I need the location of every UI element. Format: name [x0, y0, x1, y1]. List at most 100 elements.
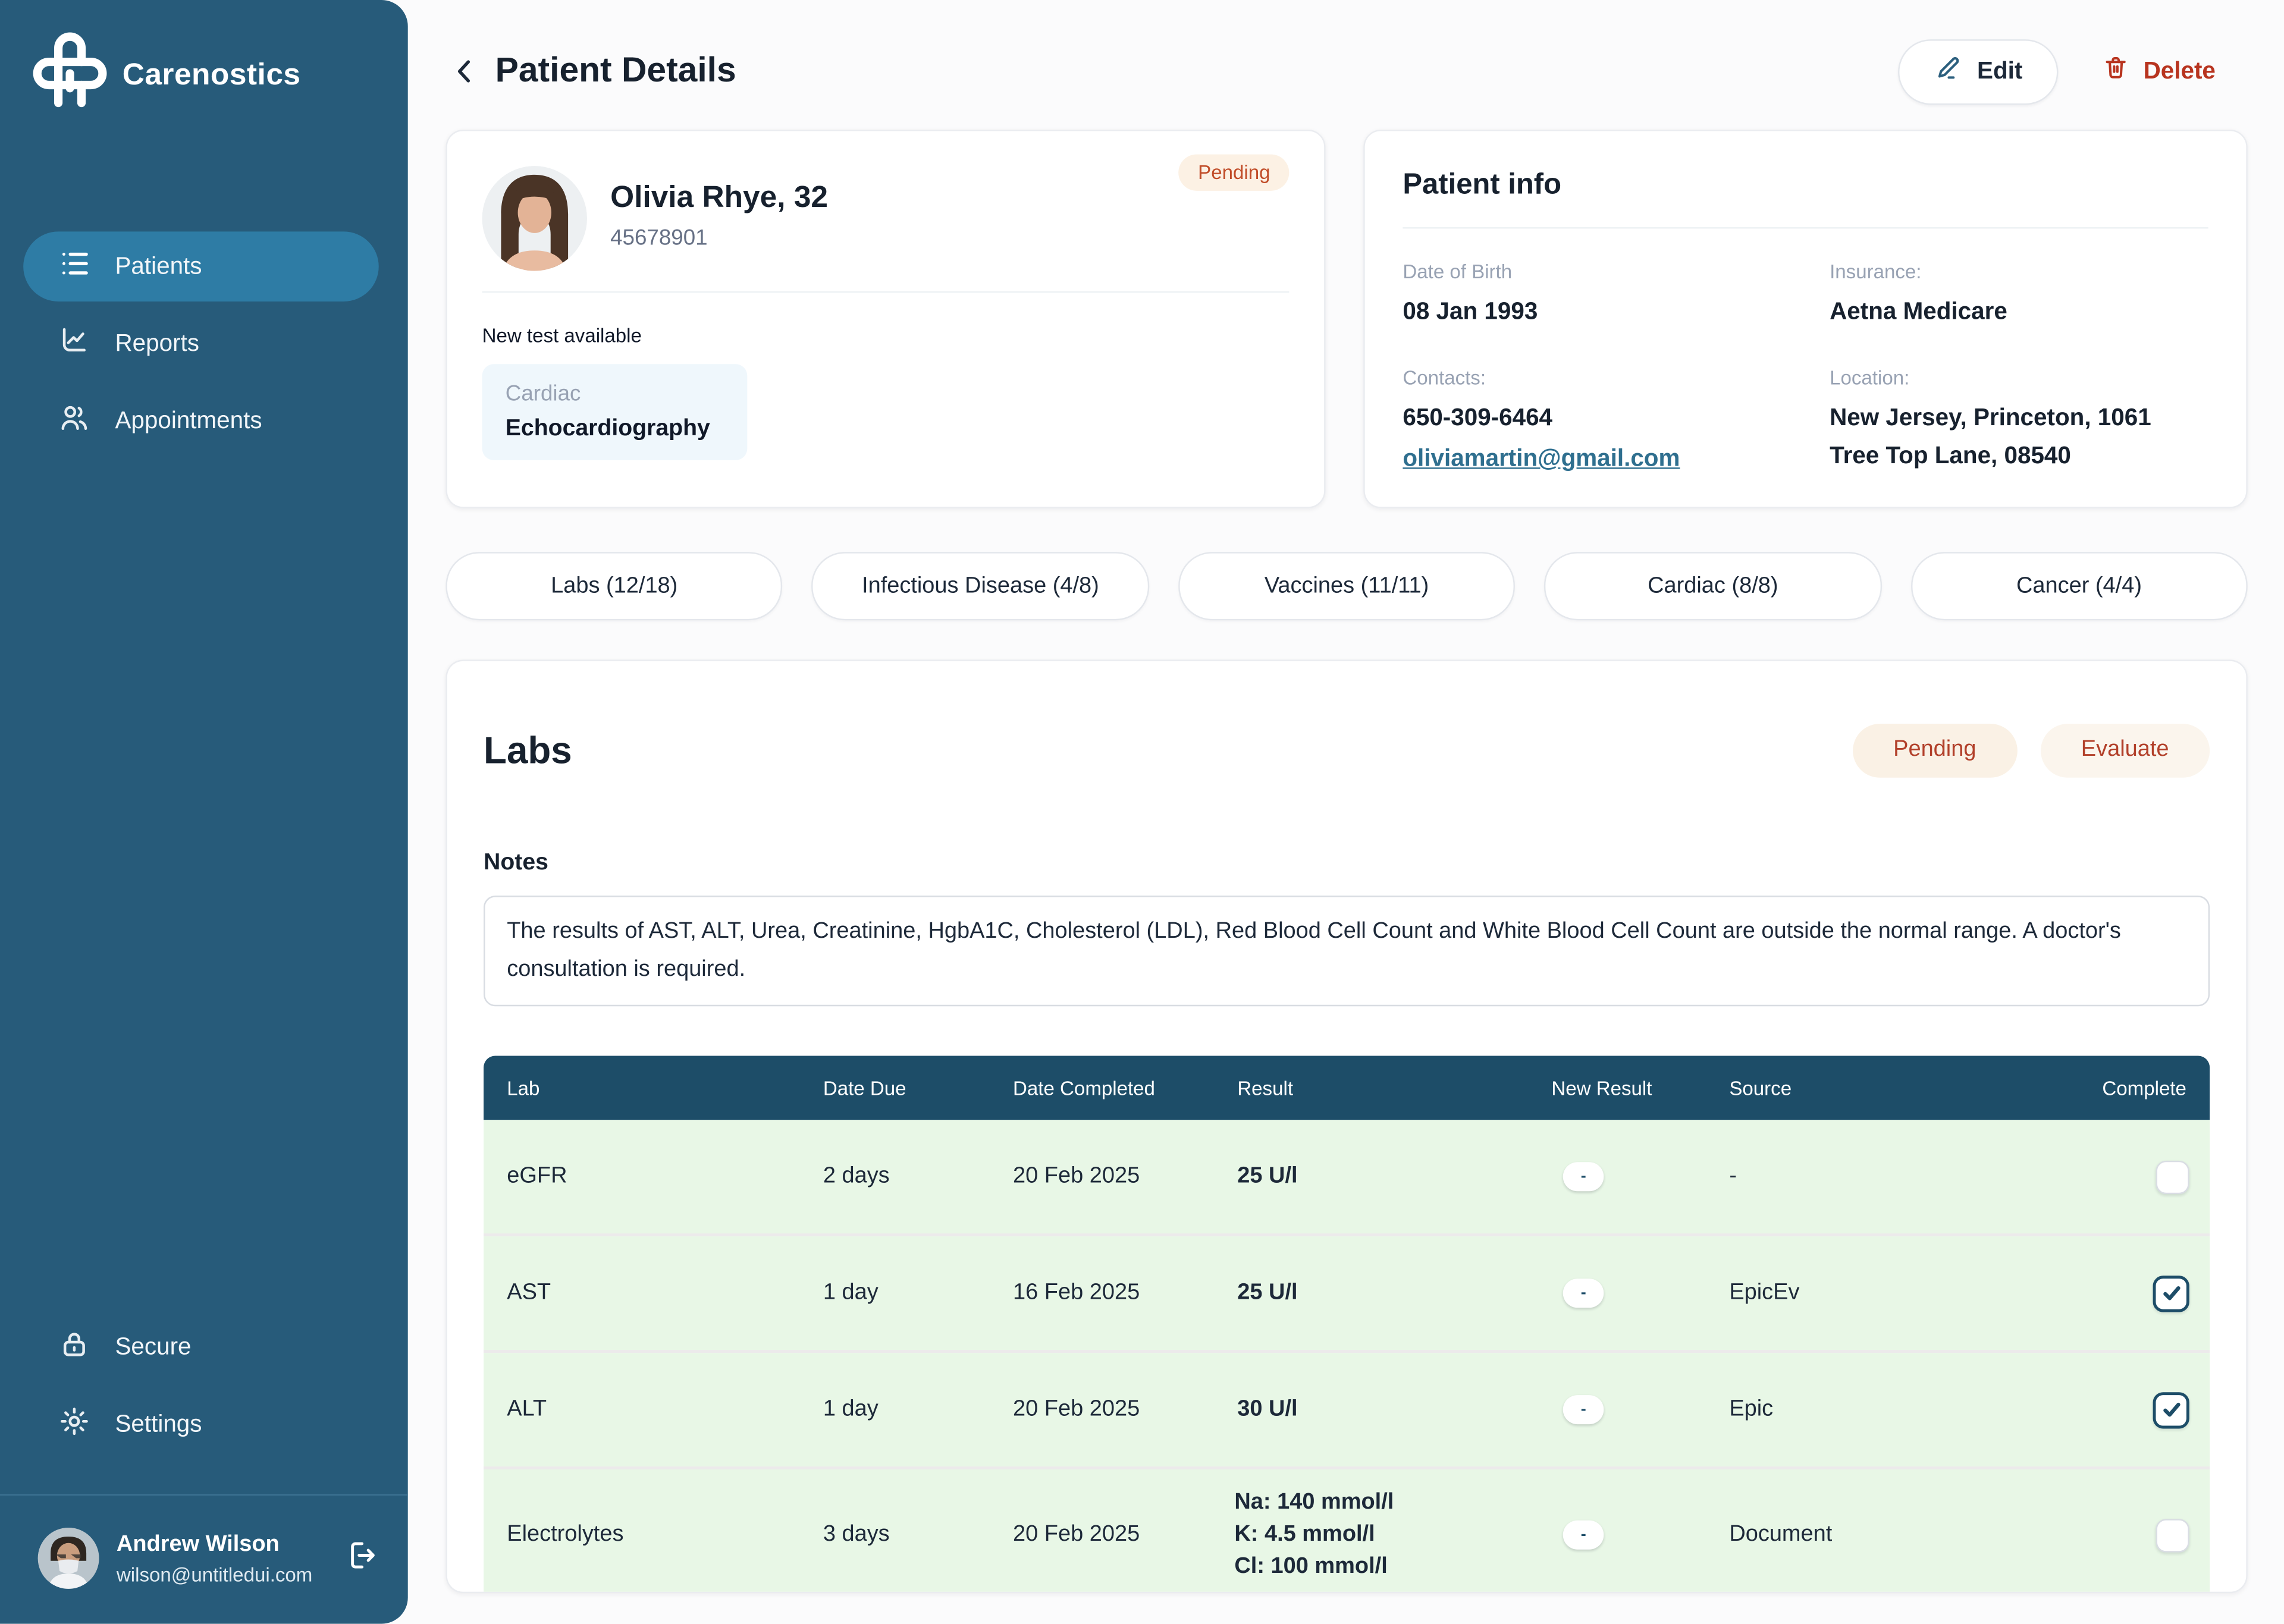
date-due: 1 day [823, 1396, 879, 1422]
date-due: 2 days [823, 1164, 890, 1189]
user-profile[interactable]: Andrew Wilson wilson@untitledui.com [0, 1496, 408, 1624]
gear-icon [58, 1405, 90, 1444]
labs-actions: Pending Evaluate [1852, 723, 2210, 777]
lab-name: Electrolytes [507, 1522, 624, 1547]
dob-value: 08 Jan 1993 [1403, 299, 1538, 325]
tab-label: Labs (12/18) [551, 573, 678, 598]
sidebar-item-reports[interactable]: Reports [23, 309, 379, 379]
table-row: AST 1 day 16 Feb 2025 25 U/l - EpicEv [484, 1236, 2210, 1353]
date-completed: 20 Feb 2025 [1013, 1396, 1140, 1422]
result: 25 U/l [1234, 1161, 1548, 1193]
new-result-button[interactable]: - [1563, 1395, 1604, 1425]
insurance-label: Insurance: [1830, 260, 1922, 283]
sidebar-divider [0, 1494, 408, 1496]
tab-labs[interactable]: Labs (12/18) [445, 552, 783, 621]
page-title: Patient Details [495, 51, 736, 90]
chart-icon [58, 324, 90, 363]
carenostics-logo-icon [32, 29, 108, 121]
trash-icon [2103, 54, 2131, 89]
sidebar: Carenostics Patients [0, 0, 408, 1624]
lab-name: AST [507, 1280, 551, 1305]
location-value-line1: New Jersey, Princeton, 1061 [1830, 404, 2151, 431]
sidebar-item-label: Reports [115, 329, 199, 356]
field-dob: Date of Birth 08 Jan 1993 [1403, 260, 1830, 329]
sidebar-item-secure[interactable]: Secure [23, 1312, 379, 1383]
evaluate-button[interactable]: Evaluate [2040, 723, 2210, 777]
tab-infectious-disease[interactable]: Infectious Disease (4/8) [812, 552, 1149, 621]
labs-table: Lab Date Due Date Completed Result New R… [484, 1056, 2210, 1592]
location-label: Location: [1830, 367, 1910, 389]
col-new-result: New Result [1551, 1077, 1652, 1100]
tab-label: Vaccines (11/11) [1264, 573, 1429, 598]
insurance-value: Aetna Medicare [1830, 299, 2007, 325]
patient-id: 45678901 [610, 225, 708, 251]
col-lab: Lab [507, 1077, 540, 1100]
new-result-cell: - [1549, 1521, 1727, 1550]
tab-label: Cardiac (8/8) [1648, 573, 1778, 598]
pen-icon [1935, 54, 1963, 89]
complete-cell [2150, 1275, 2210, 1312]
patient-info-grid: Date of Birth 08 Jan 1993 Insurance: Aet… [1403, 260, 2208, 473]
patient-info-title: Patient info [1403, 169, 1562, 201]
result-line: 25 U/l [1237, 1164, 1298, 1189]
users-icon [58, 401, 90, 441]
card-divider [482, 291, 1290, 293]
dob-label: Date of Birth [1403, 260, 1513, 283]
result: 25 U/l [1234, 1277, 1548, 1309]
email-link[interactable]: oliviamartin@gmail.com [1403, 445, 1680, 472]
tab-cardiac[interactable]: Cardiac (8/8) [1544, 552, 1882, 621]
user-meta: Andrew Wilson wilson@untitledui.com [117, 1531, 327, 1585]
complete-checkbox[interactable] [2153, 1275, 2189, 1312]
sidebar-nav: Patients Reports [0, 231, 408, 456]
tab-cancer[interactable]: Cancer (4/4) [1910, 552, 2248, 621]
table-row: ALT 1 day 20 Feb 2025 30 U/l - Epic [484, 1353, 2210, 1470]
result-line: Cl: 100 mmol/l [1234, 1554, 1388, 1579]
complete-checkbox[interactable] [2156, 1518, 2189, 1552]
phone-value: 650-309-6464 [1403, 404, 1553, 431]
patients-list-icon [58, 247, 90, 286]
sidebar-item-appointments[interactable]: Appointments [23, 386, 379, 456]
complete-checkbox[interactable] [2156, 1160, 2189, 1194]
labs-table-header: Lab Date Due Date Completed Result New R… [484, 1056, 2210, 1120]
date-completed: 16 Feb 2025 [1013, 1280, 1140, 1305]
col-complete: Complete [2102, 1077, 2186, 1100]
result-line: Na: 140 mmol/l [1234, 1490, 1394, 1515]
location-value-line2: Tree Top Lane, 08540 [1830, 442, 2071, 469]
new-result-button[interactable]: - [1563, 1279, 1604, 1308]
notes-label: Notes [484, 850, 548, 876]
sidebar-item-label: Patients [115, 252, 202, 279]
logout-icon[interactable] [344, 1537, 379, 1579]
new-result-button[interactable]: - [1563, 1162, 1604, 1192]
main-content: Patient Details Edit [408, 0, 2284, 1624]
user-avatar [37, 1527, 99, 1589]
edit-button[interactable]: Edit [1898, 38, 2059, 105]
complete-checkbox[interactable] [2153, 1391, 2189, 1428]
date-due: 1 day [823, 1280, 879, 1305]
result: 30 U/l [1234, 1394, 1548, 1426]
new-test-label: New test available [482, 325, 642, 347]
new-result-button[interactable]: - [1563, 1521, 1604, 1550]
tab-vaccines[interactable]: Vaccines (11/11) [1178, 552, 1516, 621]
back-button[interactable] [445, 52, 484, 90]
result-line: K: 4.5 mmol/l [1234, 1522, 1375, 1547]
col-source: Source [1729, 1077, 1792, 1100]
tab-label: Cancer (4/4) [2016, 573, 2142, 598]
new-test-card[interactable]: Cardiac Echocardiography [482, 364, 748, 460]
pending-filter-button[interactable]: Pending [1852, 723, 2018, 777]
table-row: Electrolytes 3 days 20 Feb 2025 Na: 140 … [484, 1469, 2210, 1592]
sidebar-item-patients[interactable]: Patients [23, 231, 379, 301]
field-location: Location: New Jersey, Princeton, 1061 Tr… [1830, 367, 2208, 473]
sidebar-item-settings[interactable]: Settings [23, 1389, 379, 1459]
col-date-completed: Date Completed [1013, 1077, 1155, 1100]
source: Epic [1729, 1396, 1774, 1422]
delete-button[interactable]: Delete [2103, 54, 2216, 89]
date-completed: 20 Feb 2025 [1013, 1164, 1140, 1189]
patient-name: Olivia Rhye, 32 [610, 180, 829, 215]
source: EpicEv [1729, 1280, 1800, 1305]
result-line: 25 U/l [1237, 1280, 1298, 1305]
labs-header: Labs Pending Evaluate [484, 696, 2210, 805]
brand-name: Carenostics [122, 57, 301, 92]
header-actions: Edit Delete [1898, 38, 2248, 105]
